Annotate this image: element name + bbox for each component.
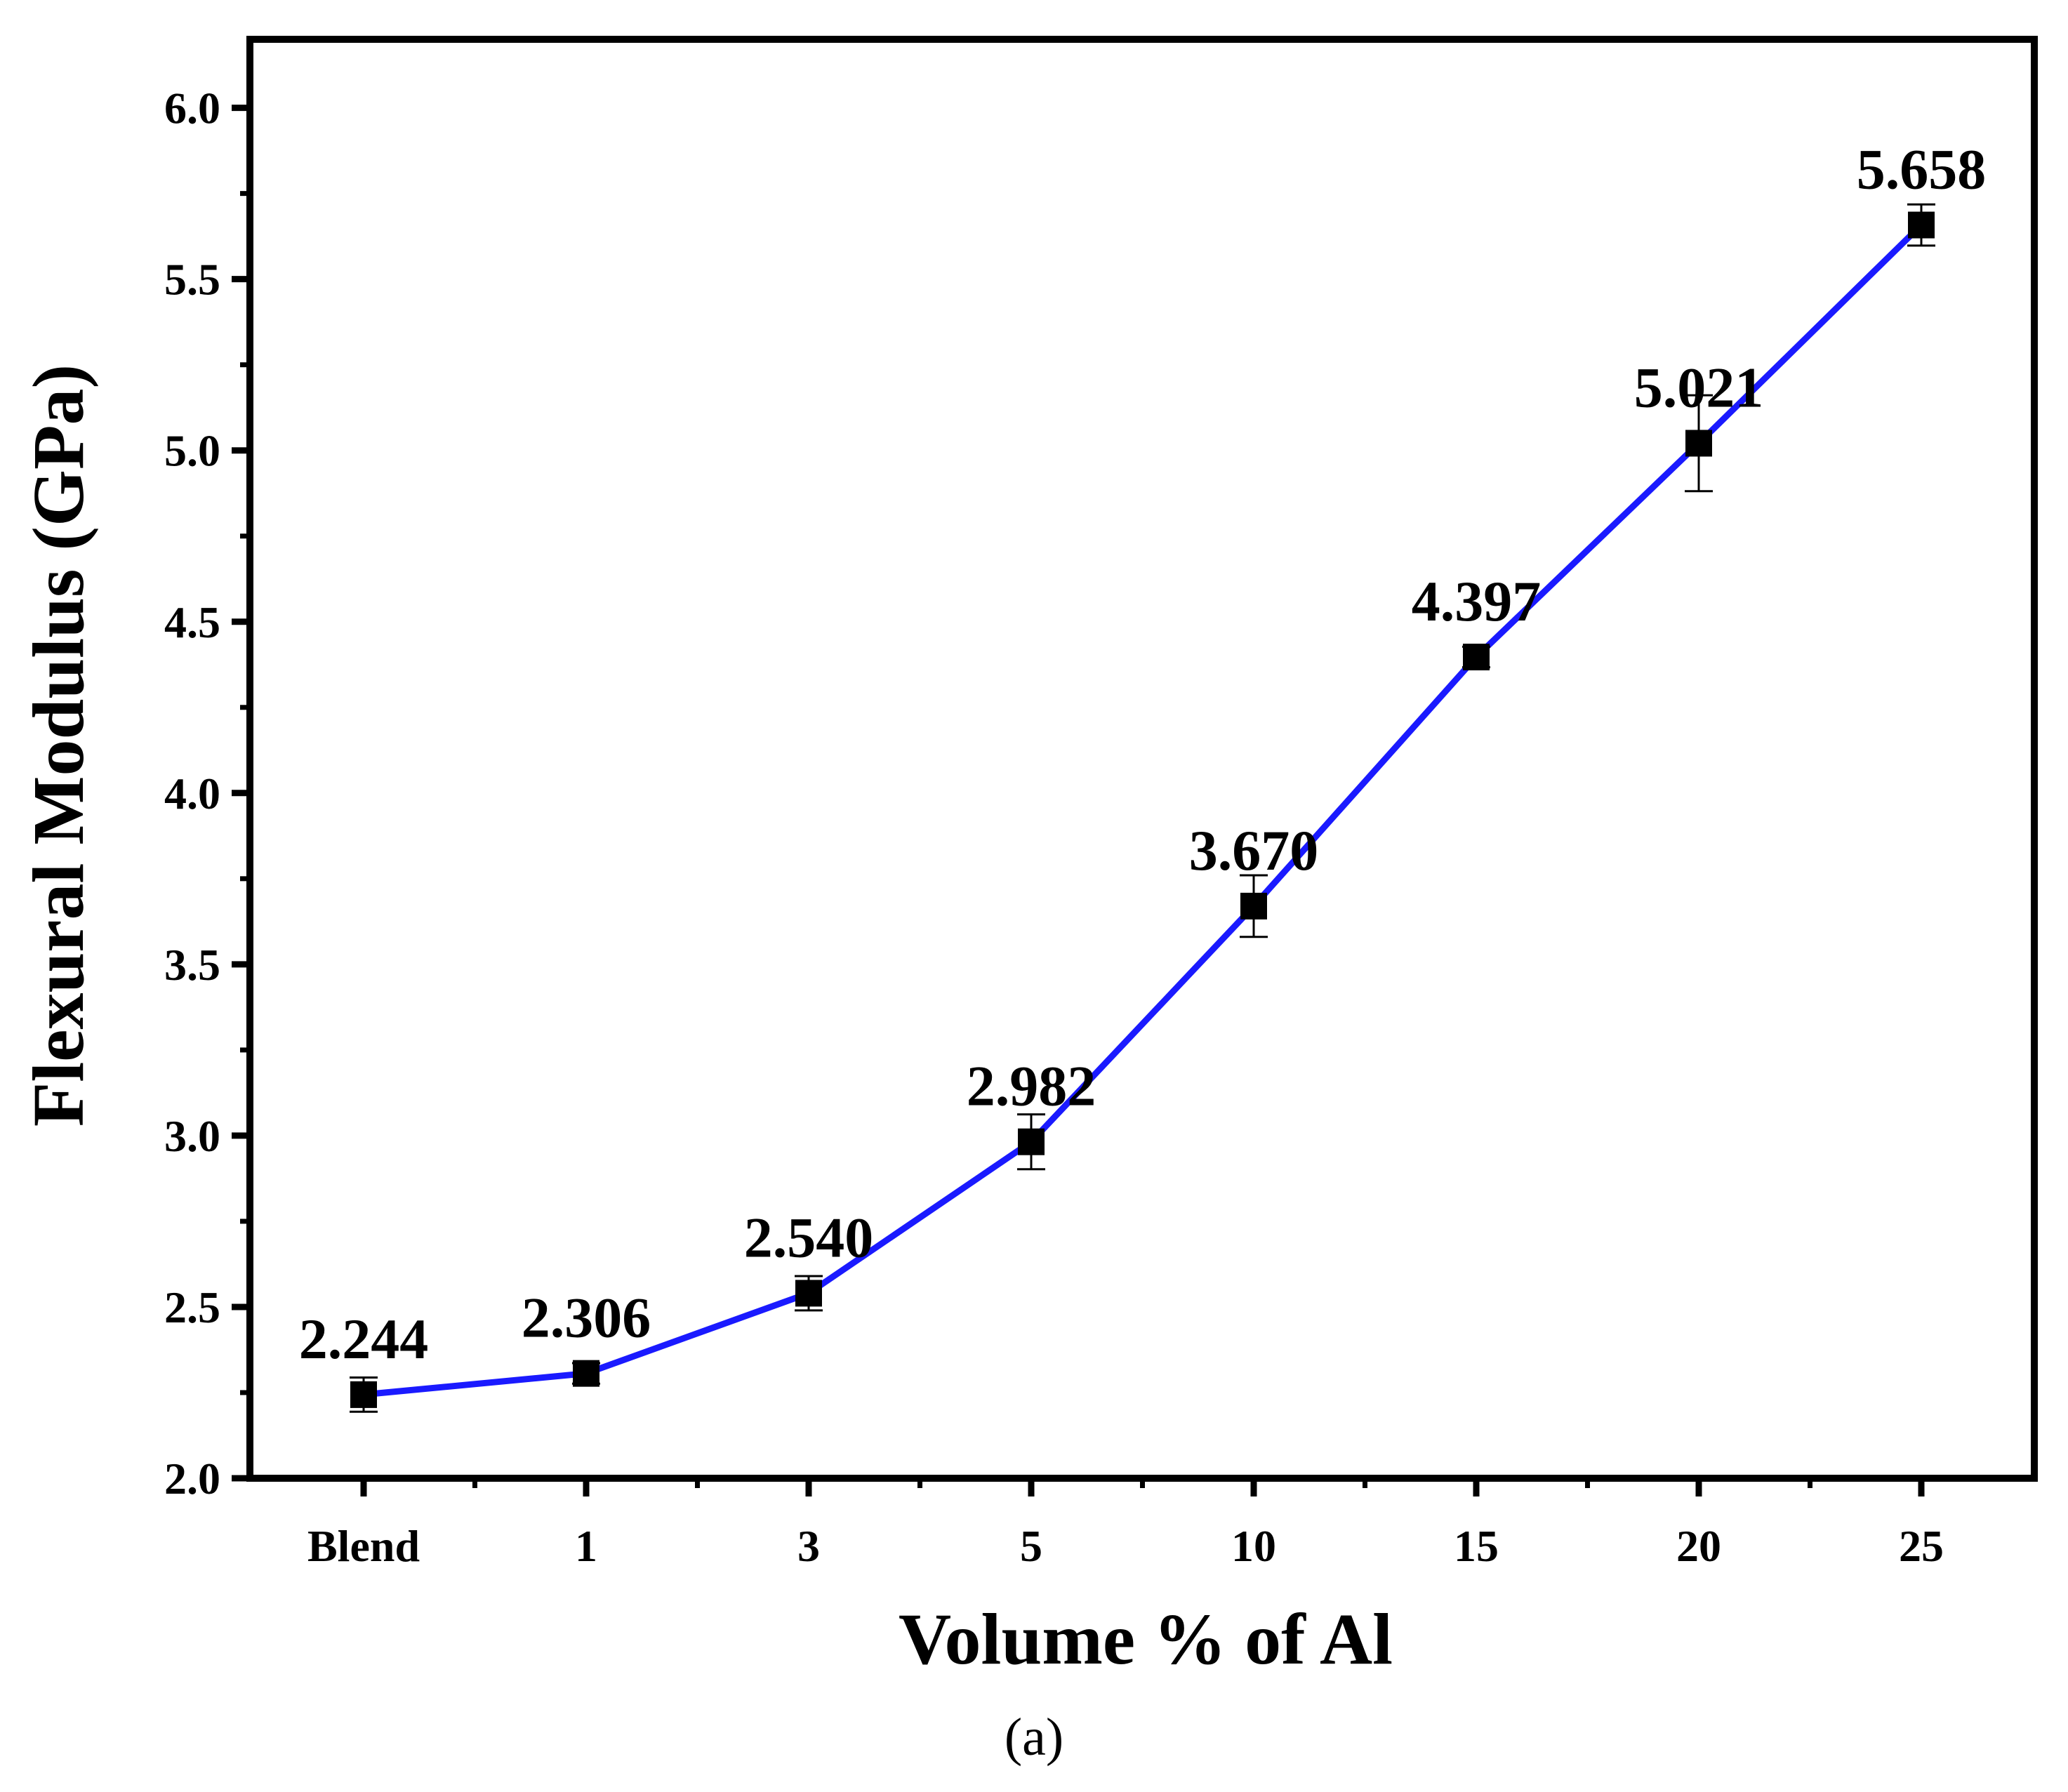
y-tick-label: 5.0 — [164, 426, 220, 476]
data-labels: 2.244 2.306 2.540 2.982 3.670 4.397 5.021 5.658 — [299, 138, 1987, 1371]
data-label: 2.982 — [967, 1054, 1096, 1118]
data-point-marker — [573, 1360, 599, 1387]
data-label: 4.397 — [1412, 569, 1542, 633]
y-tick-label: 2.0 — [164, 1454, 220, 1504]
y-tick-label: 4.0 — [164, 769, 220, 818]
data-point-marker — [1908, 211, 1935, 239]
data-label: 5.021 — [1634, 355, 1764, 419]
data-point-marker — [1685, 430, 1712, 457]
data-point-marker — [1463, 644, 1490, 671]
y-tick-label: 2.5 — [164, 1282, 220, 1332]
data-label: 2.244 — [299, 1307, 429, 1371]
data-point-marker — [1240, 892, 1267, 920]
x-tick-label: Blend — [307, 1521, 420, 1571]
data-point-marker — [1018, 1128, 1045, 1155]
x-tick-label: 1 — [575, 1521, 597, 1571]
data-label: 5.658 — [1857, 138, 1987, 201]
x-tick-label: 25 — [1899, 1521, 1944, 1571]
x-axis-title: Volume % of Al — [899, 1599, 1393, 1680]
x-axis: Blend 1 3 5 10 15 20 25 — [307, 1478, 1944, 1571]
figure-caption: (a) — [1005, 1708, 1063, 1767]
data-point-marker — [795, 1280, 822, 1307]
y-tick-label: 5.5 — [164, 255, 220, 305]
y-axis: 2.0 2.5 3.0 3.5 4.0 4.5 5.0 5.5 6.0 — [164, 84, 250, 1504]
y-axis-title: Flexural Modulus (GPa) — [18, 364, 99, 1127]
series — [350, 203, 1935, 1413]
data-label: 2.306 — [522, 1286, 651, 1350]
plot-frame — [246, 36, 2038, 1482]
y-tick-label: 3.0 — [164, 1111, 220, 1161]
x-tick-label: 3 — [797, 1521, 820, 1571]
x-tick-label: 15 — [1454, 1521, 1499, 1571]
x-tick-label: 5 — [1020, 1521, 1042, 1571]
y-tick-label: 3.5 — [164, 940, 220, 990]
data-label: 3.670 — [1189, 818, 1319, 882]
x-tick-label: 10 — [1231, 1521, 1276, 1571]
x-tick-label: 20 — [1676, 1521, 1721, 1571]
y-tick-label: 6.0 — [164, 84, 220, 133]
data-point-marker — [350, 1381, 377, 1408]
data-label: 2.540 — [744, 1205, 874, 1269]
series-line — [363, 223, 1924, 1398]
y-tick-label: 4.5 — [164, 597, 220, 647]
